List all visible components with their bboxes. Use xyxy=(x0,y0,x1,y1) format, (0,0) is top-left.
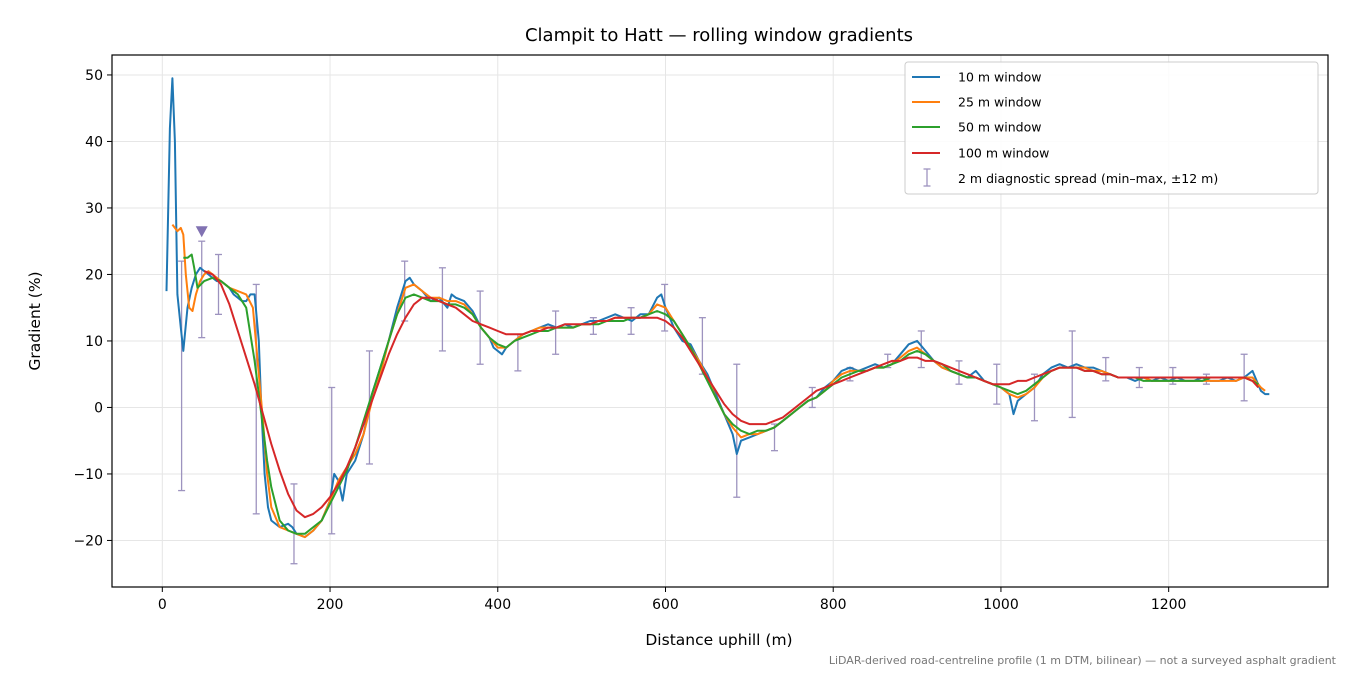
x-tick-label-800: 800 xyxy=(820,597,847,613)
x-tick-label-600: 600 xyxy=(652,597,679,613)
spread-bar-11 xyxy=(552,310,560,355)
legend-label-spread: 2 m diagnostic spread (min–max, ±12 m) xyxy=(958,171,1218,186)
y-tick-label-50: 50 xyxy=(85,68,103,84)
peak-marker-triangle xyxy=(195,226,208,238)
y-tick-label-30: 30 xyxy=(85,201,103,217)
y-tick-label--10: −10 xyxy=(73,467,103,483)
y-axis-title: Gradient (%) xyxy=(26,271,44,370)
spread-bar-2 xyxy=(215,253,223,316)
series-line-w100 xyxy=(203,270,1260,519)
legend-label-w25: 25 m window xyxy=(958,95,1041,110)
spread-bar-1 xyxy=(198,240,206,339)
legend-box xyxy=(904,61,1319,195)
spread-bar-21 xyxy=(917,330,925,369)
spread-bar-17 xyxy=(771,423,779,452)
spread-bar-24 xyxy=(1030,373,1038,422)
y-tick-label-0: 0 xyxy=(94,400,103,416)
legend-swatch-spread xyxy=(923,168,931,187)
peak-marker xyxy=(195,226,208,238)
axis-ticks: 0 200 400 600 800 1000 1200 −20 −10 0 10 20 30 40 50 xyxy=(73,68,1186,613)
series-lines xyxy=(165,77,1270,539)
spread-errorbars xyxy=(178,240,1248,565)
x-tick-label-1000: 1000 xyxy=(983,597,1019,613)
y-tick-label-40: 40 xyxy=(85,134,103,150)
legend-label-w50: 50 m window xyxy=(958,120,1041,135)
x-tick-label-0: 0 xyxy=(158,597,167,613)
legend-label-w10: 10 m window xyxy=(958,70,1041,85)
spread-bar-26 xyxy=(1102,356,1110,382)
x-tick-label-200: 200 xyxy=(317,597,344,613)
chart-legend: 10 m window 25 m window 50 m window 100 … xyxy=(904,61,1319,195)
spread-bar-16 xyxy=(733,363,741,498)
x-axis-title: Distance uphill (m) xyxy=(645,631,792,649)
y-tick-label-10: 10 xyxy=(85,334,103,350)
y-tick-label--20: −20 xyxy=(73,533,103,549)
x-tick-label-1200: 1200 xyxy=(1151,597,1187,613)
spread-bar-0 xyxy=(178,260,186,492)
spread-bar-18 xyxy=(808,386,816,409)
y-tick-label-20: 20 xyxy=(85,267,103,283)
plot-frame xyxy=(111,54,1329,588)
footnote: LiDAR-derived road-centreline profile (1… xyxy=(829,654,1337,667)
x-tick-label-400: 400 xyxy=(484,597,511,613)
legend-label-w100: 100 m window xyxy=(958,146,1049,161)
spread-bar-4 xyxy=(290,483,298,565)
chart-title: Clampit to Hatt — rolling window gradien… xyxy=(525,25,913,46)
spread-bar-8 xyxy=(438,267,446,352)
spread-bar-22 xyxy=(955,360,963,385)
spread-bar-25 xyxy=(1068,330,1076,419)
spread-bar-5 xyxy=(328,386,336,535)
